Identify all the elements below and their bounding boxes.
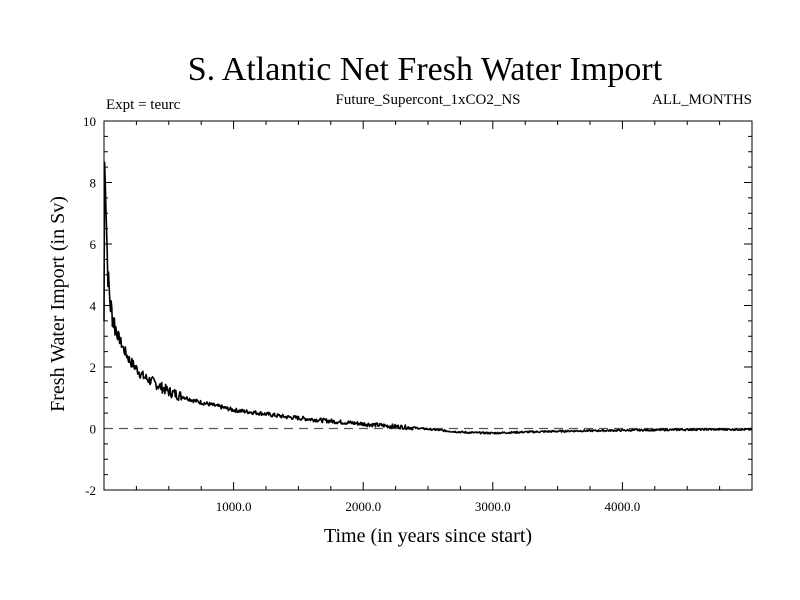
subtitle-left: Expt = teurc — [106, 97, 181, 113]
subtitle-center: Future_Supercont_1xCO2_NS — [336, 92, 521, 108]
x-axis-label: Time (in years since start) — [324, 525, 532, 547]
x-tick-label: 3000.0 — [475, 499, 511, 514]
y-tick-label: -2 — [85, 483, 96, 498]
tick-layer: -2 0 2 4 6 8 10 1000.0 2000.0 3000.0 4000.0 — [83, 114, 752, 514]
y-tick-label: 4 — [90, 299, 97, 314]
chart-title: S. Atlantic Net Fresh Water Import — [188, 51, 663, 88]
plot-frame — [103, 120, 753, 491]
y-axis-label: Fresh Water Import (in Sv) — [47, 196, 69, 412]
x-tick-label: 1000.0 — [216, 499, 252, 514]
y-tick-label: 10 — [83, 114, 96, 129]
series-line — [103, 161, 753, 435]
y-tick-label: 0 — [90, 422, 97, 437]
subtitle-right: ALL_MONTHS — [652, 92, 752, 108]
x-tick-label: 2000.0 — [345, 499, 381, 514]
y-tick-label: 8 — [90, 176, 97, 191]
y-tick-label: 2 — [90, 360, 97, 375]
y-tick-label: 6 — [90, 237, 97, 252]
x-tick-label: 4000.0 — [605, 499, 641, 514]
